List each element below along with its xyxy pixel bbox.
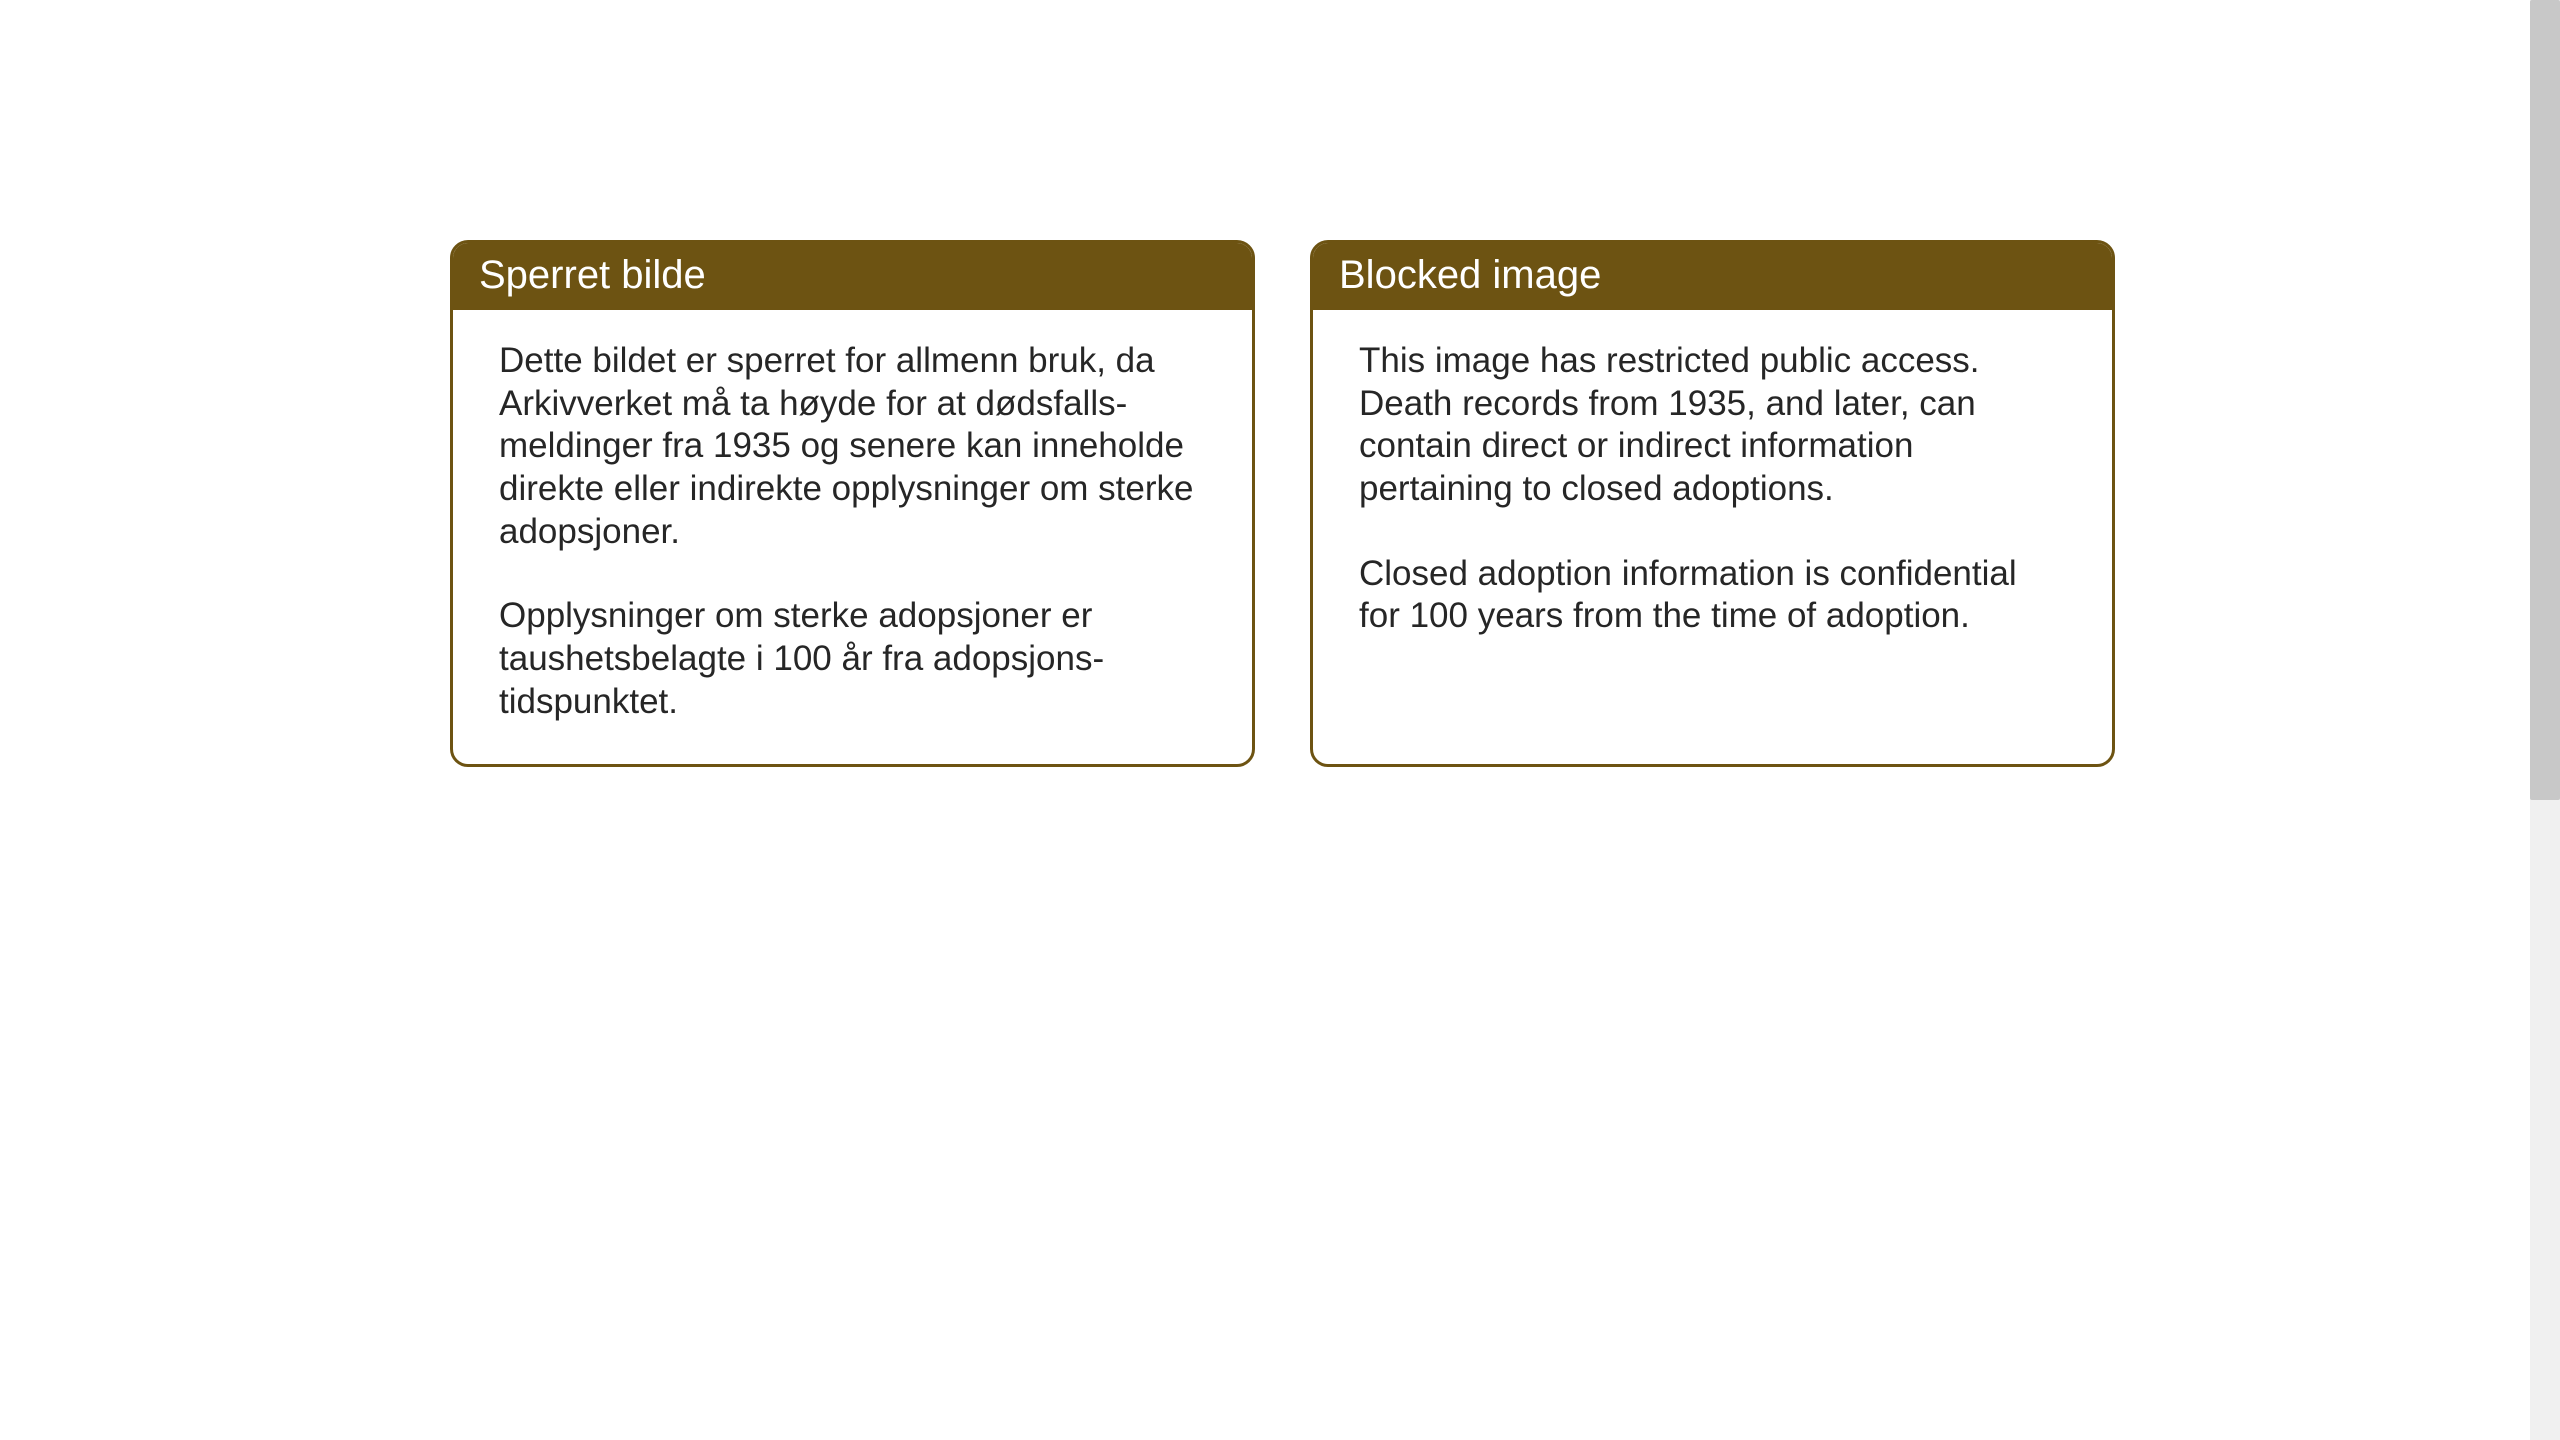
card-paragraph-2-english: Closed adoption information is confident… bbox=[1359, 553, 2066, 638]
card-header-norwegian: Sperret bilde bbox=[453, 243, 1252, 310]
scrollbar-thumb[interactable] bbox=[2530, 0, 2560, 800]
card-body-norwegian: Dette bildet er sperret for allmenn bruk… bbox=[453, 310, 1252, 764]
card-body-english: This image has restricted public access.… bbox=[1313, 310, 2112, 750]
scrollbar-track[interactable] bbox=[2530, 0, 2560, 1440]
card-header-english: Blocked image bbox=[1313, 243, 2112, 310]
card-title-english: Blocked image bbox=[1339, 253, 1601, 297]
card-title-norwegian: Sperret bilde bbox=[479, 253, 706, 297]
notice-container: Sperret bilde Dette bildet er sperret fo… bbox=[450, 240, 2115, 767]
card-paragraph-1-english: This image has restricted public access.… bbox=[1359, 340, 2066, 511]
notice-card-english: Blocked image This image has restricted … bbox=[1310, 240, 2115, 767]
card-paragraph-1-norwegian: Dette bildet er sperret for allmenn bruk… bbox=[499, 340, 1206, 553]
notice-card-norwegian: Sperret bilde Dette bildet er sperret fo… bbox=[450, 240, 1255, 767]
card-paragraph-2-norwegian: Opplysninger om sterke adopsjoner er tau… bbox=[499, 595, 1206, 723]
